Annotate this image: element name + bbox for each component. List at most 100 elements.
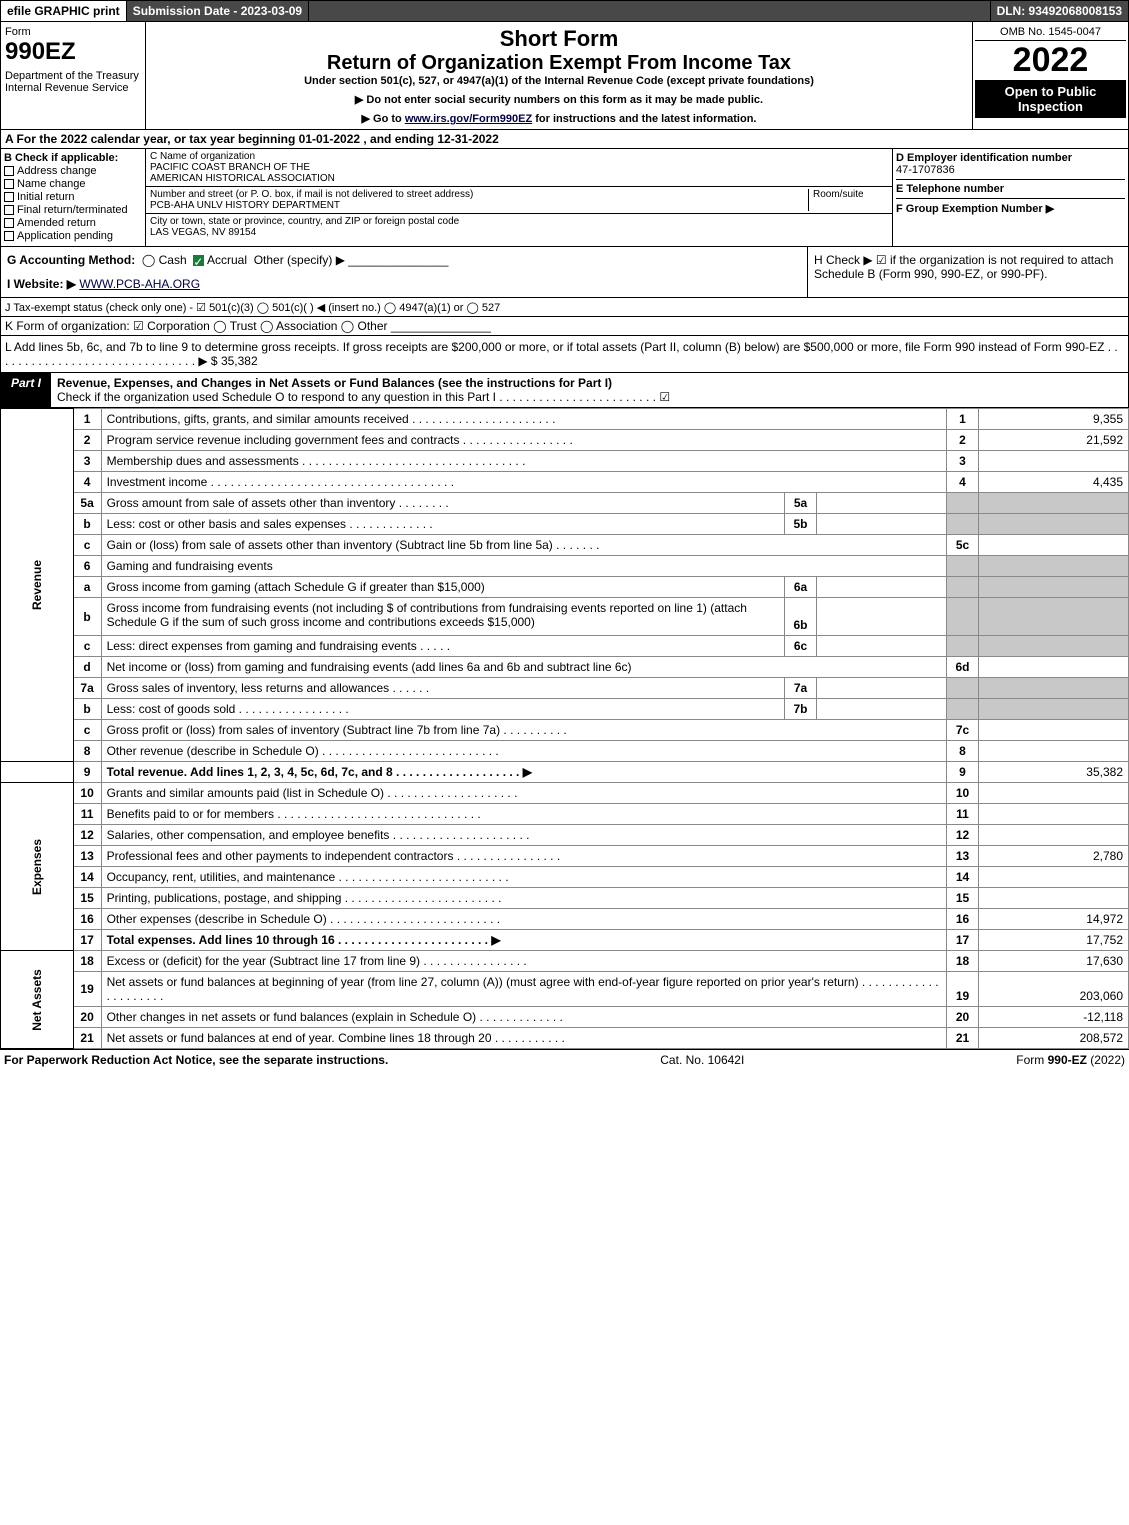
b-item: Name change — [17, 178, 86, 190]
ln: 13 — [73, 846, 101, 867]
lnr: 16 — [947, 909, 979, 930]
lnr: 3 — [947, 451, 979, 472]
desc: Gross income from fundraising events (no… — [101, 598, 784, 636]
website-link[interactable]: WWW.PCB-AHA.ORG — [79, 277, 200, 291]
efile-print-label[interactable]: efile GRAPHIC print — [1, 1, 127, 21]
c-street: PCB-AHA UNLV HISTORY DEPARTMENT — [150, 200, 808, 211]
desc: Net income or (loss) from gaming and fun… — [101, 657, 946, 678]
lnr-grey — [947, 699, 979, 720]
amount — [979, 741, 1129, 762]
ln: 17 — [73, 930, 101, 951]
lnr-grey — [947, 493, 979, 514]
side-expenses: Expenses — [1, 783, 74, 951]
k-text: K Form of organization: ☑ Corporation ◯ … — [5, 319, 388, 333]
row-a-text: A For the 2022 calendar year, or tax yea… — [5, 132, 499, 146]
ln: c — [73, 636, 101, 657]
g-label: G Accounting Method: — [7, 253, 135, 267]
ln: c — [73, 535, 101, 556]
lnr: 11 — [947, 804, 979, 825]
lnr: 5c — [947, 535, 979, 556]
desc: Occupancy, rent, utilities, and maintena… — [101, 867, 946, 888]
c-room-label: Room/suite — [813, 189, 888, 200]
header-center: Short Form Return of Organization Exempt… — [146, 22, 973, 129]
desc: Grants and similar amounts paid (list in… — [101, 783, 946, 804]
c-org-name: PACIFIC COAST BRANCH OF THE AMERICAN HIS… — [150, 162, 888, 184]
ln: 2 — [73, 430, 101, 451]
side-net-assets: Net Assets — [1, 951, 74, 1049]
sub-amt — [817, 636, 947, 657]
ln: 7a — [73, 678, 101, 699]
desc: Gaming and fundraising events — [101, 556, 946, 577]
ln: a — [73, 577, 101, 598]
lnr-grey — [947, 577, 979, 598]
ln: 3 — [73, 451, 101, 472]
b-item: Initial return — [17, 191, 74, 203]
lnr: 9 — [947, 762, 979, 783]
lnr: 6d — [947, 657, 979, 678]
tax-year: 2022 — [975, 41, 1126, 80]
amount: 2,780 — [979, 846, 1129, 867]
lnr-grey — [947, 678, 979, 699]
ln: 14 — [73, 867, 101, 888]
desc: Less: direct expenses from gaming and fu… — [101, 636, 784, 657]
top-bar: efile GRAPHIC print Submission Date - 20… — [0, 0, 1129, 22]
ln: 10 — [73, 783, 101, 804]
b-item: Amended return — [17, 217, 96, 229]
chk-name-change[interactable] — [4, 179, 14, 189]
desc: Other revenue (describe in Schedule O) .… — [101, 741, 946, 762]
amount-grey — [979, 678, 1129, 699]
sub-amt — [817, 493, 947, 514]
ln: 1 — [73, 409, 101, 430]
part1-check: Check if the organization used Schedule … — [57, 390, 670, 404]
sub-ln: 5a — [785, 493, 817, 514]
chk-accrual[interactable]: ✓ — [193, 255, 204, 266]
d-group-label: F Group Exemption Number ▶ — [896, 203, 1054, 215]
sub-amt — [817, 598, 947, 636]
lnr: 17 — [947, 930, 979, 951]
desc: Printing, publications, postage, and shi… — [101, 888, 946, 909]
col-d-ein: D Employer identification number 47-1707… — [893, 149, 1128, 246]
b-item: Application pending — [17, 230, 113, 242]
lnr: 1 — [947, 409, 979, 430]
lnr: 19 — [947, 972, 979, 1007]
ln: 9 — [73, 762, 101, 783]
amount-grey — [979, 636, 1129, 657]
ln: 5a — [73, 493, 101, 514]
form-subtitle: Under section 501(c), 527, or 4947(a)(1)… — [150, 75, 968, 87]
chk-final-return[interactable] — [4, 205, 14, 215]
amount-grey — [979, 577, 1129, 598]
h-schedule-b: H Check ▶ ☑ if the organization is not r… — [808, 247, 1128, 297]
amount-grey — [979, 493, 1129, 514]
part1-header: Part I Revenue, Expenses, and Changes in… — [0, 373, 1129, 408]
sub-ln: 6c — [785, 636, 817, 657]
side-expenses-label: Expenses — [30, 836, 44, 898]
c-city: LAS VEGAS, NV 89154 — [150, 227, 888, 238]
ln: 16 — [73, 909, 101, 930]
ln: 21 — [73, 1028, 101, 1049]
ln: 15 — [73, 888, 101, 909]
lnr: 13 — [947, 846, 979, 867]
chk-application-pending[interactable] — [4, 231, 14, 241]
note-link: ▶ Go to www.irs.gov/Form990EZ for instru… — [150, 112, 968, 125]
row-a-tax-year: A For the 2022 calendar year, or tax yea… — [0, 130, 1129, 149]
amount — [979, 888, 1129, 909]
lnr: 15 — [947, 888, 979, 909]
amount: 4,435 — [979, 472, 1129, 493]
amount — [979, 783, 1129, 804]
desc: Membership dues and assessments . . . . … — [101, 451, 946, 472]
desc: Less: cost of goods sold . . . . . . . .… — [101, 699, 784, 720]
footer-mid: Cat. No. 10642I — [660, 1053, 744, 1067]
form-label: Form — [5, 26, 141, 38]
desc: Total revenue. Add lines 1, 2, 3, 4, 5c,… — [101, 762, 946, 783]
b-item: Final return/terminated — [17, 204, 128, 216]
sub-ln: 5b — [785, 514, 817, 535]
b-header: B Check if applicable: — [4, 152, 142, 164]
d-ein: 47-1707836 — [896, 164, 955, 176]
irs-link[interactable]: www.irs.gov/Form990EZ — [405, 113, 532, 125]
chk-amended-return[interactable] — [4, 218, 14, 228]
desc: Other changes in net assets or fund bala… — [101, 1007, 946, 1028]
chk-initial-return[interactable] — [4, 192, 14, 202]
amount — [979, 867, 1129, 888]
amount — [979, 825, 1129, 846]
chk-address-change[interactable] — [4, 166, 14, 176]
